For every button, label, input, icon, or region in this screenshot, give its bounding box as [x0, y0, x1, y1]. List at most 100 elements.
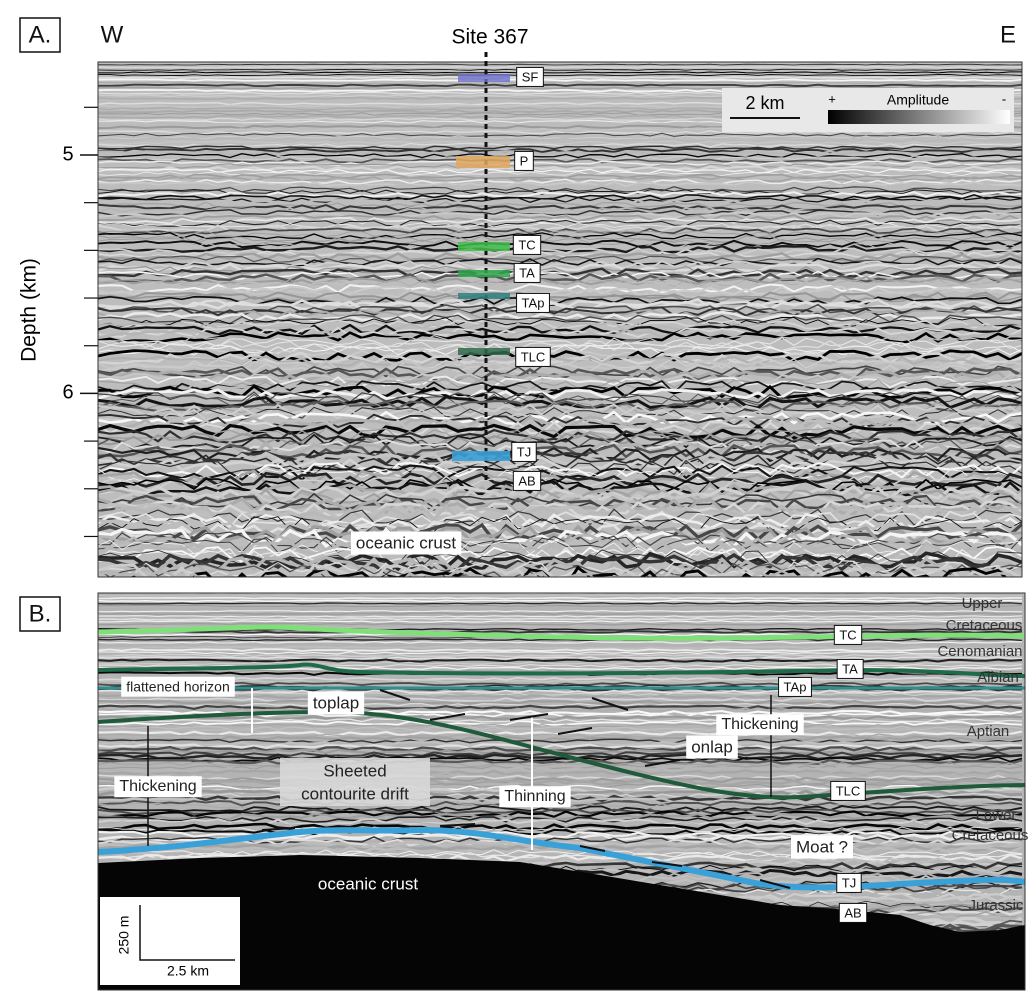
reflector: [98, 81, 1022, 84]
reflector: [98, 135, 1022, 140]
reflector: [98, 776, 1023, 784]
reflector: [98, 764, 1023, 771]
amplitude-bar: [828, 110, 1010, 124]
label-box: [511, 441, 537, 462]
reflector: [98, 461, 1022, 479]
label-box: [114, 776, 202, 798]
formation-label: Albian: [977, 669, 1019, 686]
reflector: [98, 147, 1022, 154]
reflector: [98, 748, 1023, 755]
reflector: [98, 242, 1022, 251]
reflector: [98, 674, 1023, 678]
reflector: [98, 779, 1023, 787]
reflector: [98, 607, 1023, 610]
reflector: [98, 454, 1022, 471]
label-box: [836, 872, 862, 893]
reflector: [98, 555, 1022, 577]
reflector: [98, 643, 1023, 647]
reflector: [98, 815, 1023, 823]
reflector: [98, 735, 1023, 742]
reflector: [98, 681, 1023, 687]
reflector: [98, 651, 1023, 655]
reflector: [98, 142, 1022, 148]
reflector: [98, 620, 1023, 623]
reflector: [98, 615, 1023, 618]
reflector: [98, 818, 1023, 826]
label-box: [121, 676, 235, 697]
reflector: [98, 733, 1023, 739]
scale-label: 2 km: [745, 93, 784, 113]
formation-label: Aptian: [967, 723, 1010, 740]
direction-label: E: [1000, 21, 1016, 48]
label-box: [686, 735, 738, 759]
reflector: [98, 512, 1022, 532]
reflector: [98, 562, 1022, 577]
annotation: Thickening: [721, 716, 798, 733]
label-box: [512, 234, 542, 255]
reflector: [98, 180, 1022, 188]
reflector: [98, 399, 1022, 413]
reflector: [98, 157, 1022, 164]
reflector: [98, 247, 1022, 257]
reflector: [98, 658, 1023, 663]
reflector: [98, 605, 1023, 607]
horizon-tag: TAp: [784, 679, 807, 694]
reflector: [98, 232, 1022, 240]
reflector: [98, 617, 1023, 621]
reflector: [98, 812, 1023, 821]
label-box: [513, 262, 541, 283]
reflector: [98, 272, 1022, 284]
reflector: [98, 758, 1023, 766]
amplitude-minus: -: [1002, 91, 1006, 106]
horizon-tag: SF: [522, 69, 539, 84]
reflector: [98, 347, 1022, 360]
annotation: Moat ?: [796, 837, 848, 856]
formation-label: Cenomanian: [937, 643, 1022, 660]
reflector: [98, 630, 1023, 634]
reflector: [98, 293, 1022, 304]
reflector: [98, 173, 1022, 180]
reflector: [98, 467, 1022, 483]
annotation-box: [280, 758, 430, 806]
horizon-tag: TLC: [836, 783, 861, 798]
reflector: [98, 153, 1022, 159]
label-box: [516, 66, 544, 87]
reflector: [98, 446, 1022, 463]
label-box: [778, 676, 812, 697]
scale-box: [100, 897, 240, 985]
reflector: [98, 262, 1022, 273]
formation-label: Cretaceous: [946, 617, 1023, 634]
horizon-tag: AB: [518, 473, 535, 488]
reflector: [98, 235, 1022, 243]
reflector: [98, 502, 1022, 523]
arrows: [261, 689, 791, 889]
reflector: [98, 826, 1023, 834]
annotation: Thickening: [119, 778, 196, 795]
horizon-tj: [98, 826, 1025, 891]
annotation: Thinning: [504, 788, 565, 805]
horizon-tag: P: [520, 153, 529, 168]
label-box: [514, 150, 534, 171]
scale-bars: [139, 905, 235, 961]
reflector: [98, 599, 1023, 603]
reflector: [98, 541, 1022, 562]
label-box: [838, 902, 868, 923]
reflector: [98, 206, 1022, 214]
reflector: [98, 408, 1022, 423]
reflector: [98, 427, 1022, 442]
horizon-tag: TA: [519, 265, 535, 280]
reflector: [98, 536, 1022, 554]
panel-label: A.: [29, 21, 52, 48]
y-tick-label: 6: [62, 382, 73, 404]
reflector: [98, 612, 1023, 616]
reflector: [98, 828, 1023, 837]
reflector: [98, 83, 1022, 88]
reflector: [98, 443, 1022, 461]
reflector: [98, 168, 1022, 174]
label-box: [499, 786, 571, 808]
reflector: [98, 76, 1022, 80]
horizon-tag: TJ: [517, 444, 531, 459]
label-box: [512, 470, 542, 491]
reflector: [98, 638, 1023, 642]
reflector: [98, 63, 1022, 66]
